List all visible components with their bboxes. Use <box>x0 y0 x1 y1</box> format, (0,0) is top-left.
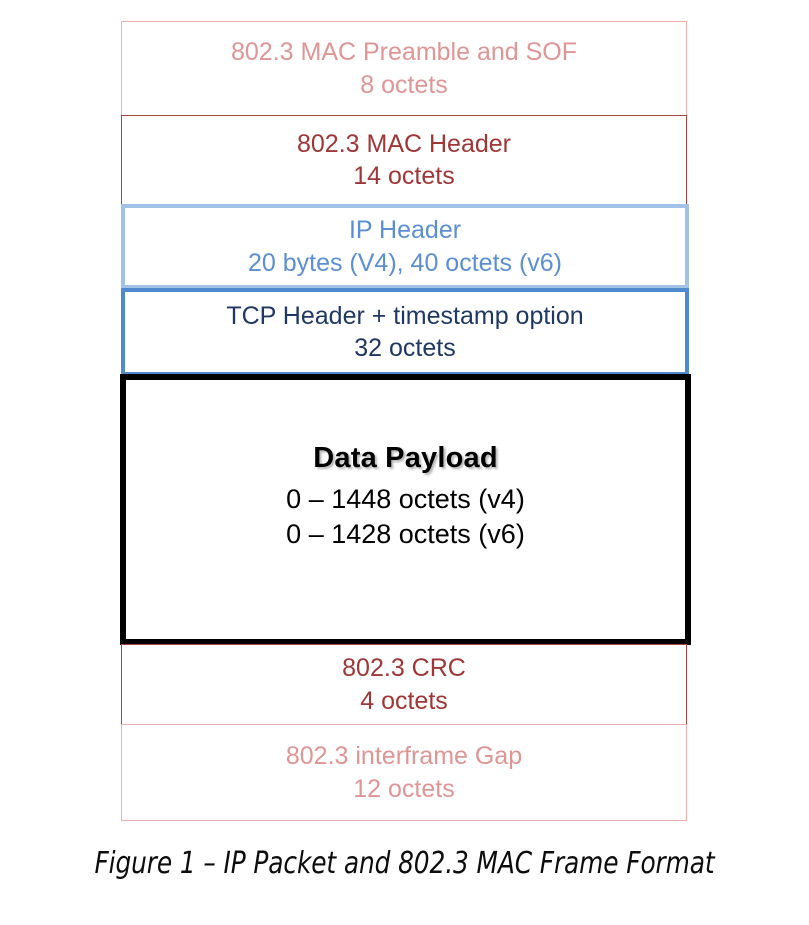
frame-layer-interframe-gap: 802.3 interframe Gap 12 octets <box>121 724 687 821</box>
frame-layer-crc-size: 4 octets <box>360 686 448 715</box>
frame-layer-mac-header-title: 802.3 MAC Header <box>296 129 511 158</box>
figure-caption: Figure 1 – IP Packet and 802.3 MAC Frame… <box>94 846 715 881</box>
frame-layer-stack: 802.3 MAC Preamble and SOF 8 octets 802.… <box>120 21 691 821</box>
frame-layer-tcp-header-title: TCP Header + timestamp option <box>226 301 584 330</box>
frame-layer-mac-header-size: 14 octets <box>353 162 455 190</box>
frame-layer-data-payload-size-v4: 0 – 1448 octets (v4) <box>286 483 525 514</box>
frame-layer-mac-preamble-title: 802.3 MAC Preamble and SOF <box>231 38 577 66</box>
frame-layer-interframe-gap-size: 12 octets <box>353 774 455 803</box>
frame-layer-data-payload: Data Payload 0 – 1448 octets (v4) 0 – 14… <box>120 374 691 645</box>
frame-layer-tcp-header: TCP Header + timestamp option 32 octets <box>121 288 689 376</box>
frame-layer-ip-header-size: 20 bytes (V4), 40 octets (v6) <box>247 248 563 277</box>
frame-layer-interframe-gap-title: 802.3 interframe Gap <box>285 742 523 770</box>
frame-layer-tcp-header-size: 32 octets <box>354 334 456 362</box>
frame-layer-data-payload-size-v6: 0 – 1428 octets (v6) <box>286 518 525 549</box>
frame-layer-mac-preamble-size: 8 octets <box>360 70 448 99</box>
frame-layer-mac-preamble: 802.3 MAC Preamble and SOF 8 octets <box>121 21 687 116</box>
frame-layer-ip-header-title: IP Header <box>348 216 462 244</box>
frame-layer-mac-header: 802.3 MAC Header 14 octets <box>121 115 687 205</box>
frame-layer-data-payload-title: Data Payload <box>313 442 498 474</box>
frame-layer-crc-title: 802.3 CRC <box>342 654 466 682</box>
frame-layer-ip-header: IP Header 20 bytes (V4), 40 octets (v6) <box>121 204 689 289</box>
frame-layer-crc: 802.3 CRC 4 octets <box>121 644 687 725</box>
